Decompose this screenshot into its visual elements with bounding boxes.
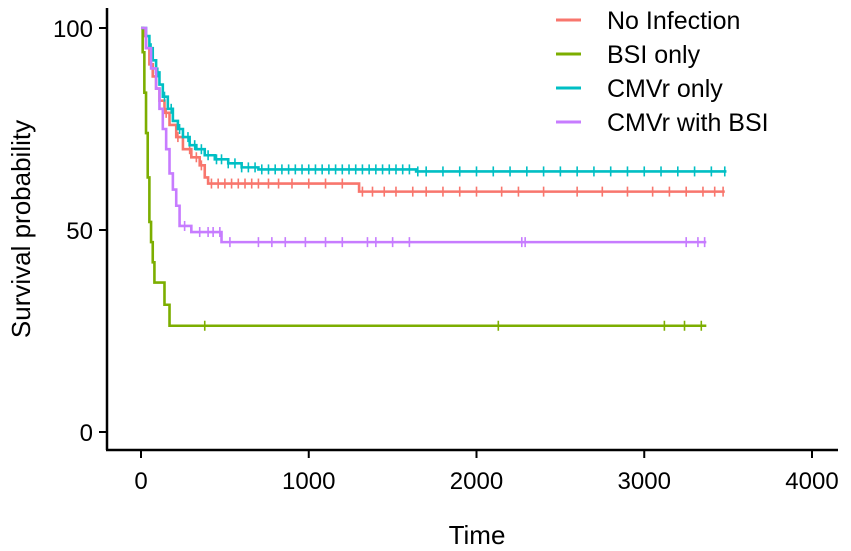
y-tick-label: 100: [53, 16, 93, 43]
survival-curve-cmvr-only: [141, 26, 727, 173]
x-tick-label: 3000: [618, 468, 671, 495]
legend-label: No Infection: [607, 7, 740, 35]
x-axis-ticks: 0 1000 2000 3000 4000: [134, 450, 839, 495]
x-axis-title: Time: [449, 520, 506, 550]
survival-curve-bsi-only: [141, 26, 707, 328]
series-bsi-only: [141, 26, 707, 331]
legend-label: BSI only: [607, 41, 701, 69]
y-tick-label: 50: [66, 218, 93, 245]
legend-item-cmvr-only: CMVr only: [556, 75, 723, 103]
survival-curve-no-infection: [141, 26, 725, 193]
x-tick-label: 2000: [450, 468, 503, 495]
survival-curve-cmvr-with-bsi: [141, 26, 707, 244]
legend-item-cmvr-with-bsi: CMVr with BSI: [556, 109, 769, 137]
y-axis-ticks: 0 50 100: [53, 16, 107, 447]
x-tick-label: 0: [134, 468, 147, 495]
legend: No Infection BSI only CMVr only CMVr with B…: [556, 7, 769, 137]
y-tick-label: 0: [80, 420, 93, 447]
x-tick-label: 4000: [785, 468, 838, 495]
plot-lines: [141, 26, 727, 331]
legend-item-bsi-only: BSI only: [556, 41, 701, 69]
legend-item-no-infection: No Infection: [556, 7, 740, 35]
legend-label: CMVr with BSI: [607, 109, 769, 137]
x-tick-label: 1000: [282, 468, 335, 495]
series-cmvr-with-bsi: [141, 26, 707, 248]
legend-label: CMVr only: [607, 75, 723, 103]
y-axis-title: Survival probability: [6, 120, 36, 338]
series-no-infection: [141, 26, 725, 197]
series-cmvr-only: [141, 26, 727, 177]
